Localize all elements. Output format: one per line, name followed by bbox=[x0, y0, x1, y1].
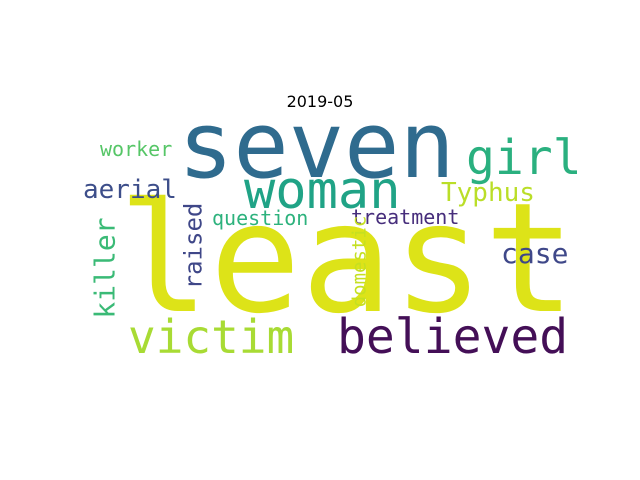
word-raised: raised bbox=[179, 202, 208, 290]
word-case: case bbox=[501, 237, 569, 270]
word-least: least bbox=[118, 170, 576, 347]
figure-title: 2019-05 bbox=[286, 92, 354, 111]
word-killer: killer bbox=[88, 217, 122, 319]
word-typhus: Typhus bbox=[441, 178, 535, 208]
word-woman: woman bbox=[244, 161, 401, 221]
word-believed: believed bbox=[337, 309, 569, 365]
word-seven: seven bbox=[178, 92, 455, 199]
word-domestic: domestic bbox=[348, 215, 371, 308]
word-question: question bbox=[212, 206, 309, 230]
word-victim: victim bbox=[128, 310, 295, 364]
word-girl: girl bbox=[466, 130, 582, 186]
word-worker: worker bbox=[100, 137, 173, 161]
word-treatment: treatment bbox=[351, 205, 460, 229]
word-aerial: aerial bbox=[83, 175, 177, 205]
